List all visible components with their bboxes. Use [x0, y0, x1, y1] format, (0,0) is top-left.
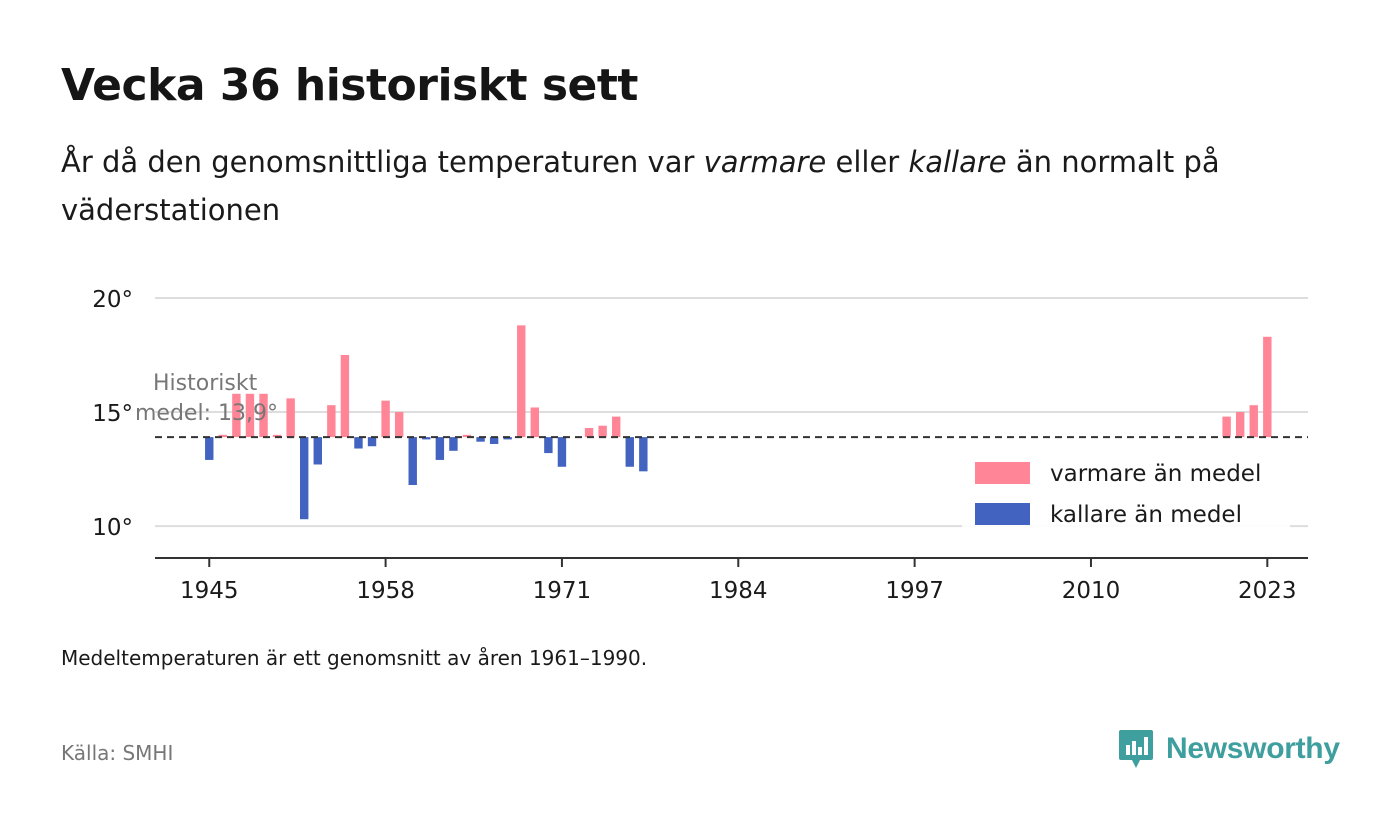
bar-cold[interactable]	[639, 437, 648, 472]
x-tick-label: 1971	[533, 578, 592, 604]
x-axis: 1945 1958 1971 1984 1997 2010 2023	[155, 557, 1308, 604]
subtitle-warm-word: varmare	[703, 145, 827, 179]
bar-warm[interactable]	[530, 407, 540, 438]
x-tick-label: 1945	[180, 578, 239, 604]
legend-label-cold: kallare än medel	[1050, 502, 1242, 528]
bar-warm[interactable]	[611, 416, 621, 438]
bar-warm[interactable]	[462, 434, 472, 438]
bar-warm[interactable]	[517, 325, 526, 438]
bar-cold[interactable]	[367, 437, 377, 447]
bar-warm[interactable]	[272, 434, 282, 438]
bar-cold[interactable]	[408, 437, 417, 486]
legend-swatch-cold	[975, 503, 1030, 525]
source-label: Källa: SMHI	[61, 741, 174, 765]
newsworthy-logo[interactable]: Newsworthy	[1118, 728, 1340, 770]
subtitle-cold-word: kallare	[908, 145, 1007, 179]
mean-line-label: Historiskt medel: 13,9°	[135, 371, 278, 426]
x-tick-label: 1984	[709, 578, 768, 604]
x-tick-label: 2010	[1062, 578, 1121, 604]
bar-cold[interactable]	[422, 437, 431, 440]
bar-cold[interactable]	[435, 437, 445, 460]
bar-warm[interactable]	[327, 405, 336, 438]
bar-cold[interactable]	[205, 437, 214, 460]
bar-warm[interactable]	[1263, 336, 1272, 438]
bar-cold[interactable]	[625, 437, 634, 467]
bar-cold[interactable]	[544, 437, 553, 454]
y-axis-labels: 10° 15° 20°	[92, 287, 133, 541]
bar-cold[interactable]	[313, 437, 322, 465]
bar-warm[interactable]	[394, 412, 404, 438]
brand-name: Newsworthy	[1166, 732, 1340, 765]
y-tick-label: 15°	[92, 401, 133, 427]
bar-cold[interactable]	[354, 437, 363, 449]
subtitle-part-3: än normalt på väderstationen	[61, 145, 1220, 227]
legend: varmare än medel kallare än medel	[962, 450, 1290, 538]
chart-title: Vecka 36 historiskt sett	[61, 60, 638, 111]
bar-warm[interactable]	[1249, 405, 1258, 438]
bar-cold[interactable]	[449, 437, 458, 451]
bar-warm[interactable]	[286, 398, 295, 438]
bar-cold[interactable]	[476, 437, 485, 442]
bar-cold[interactable]	[557, 437, 567, 467]
bar-warm[interactable]	[218, 434, 228, 438]
bar-warm[interactable]	[598, 425, 607, 438]
subtitle-part-1: År då den genomsnittliga temperaturen va…	[61, 145, 704, 179]
y-tick-label: 10°	[92, 515, 133, 541]
x-tick-label: 1997	[885, 578, 944, 604]
bar-cold[interactable]	[503, 437, 512, 440]
bar-chart: 10° 15° 20° Historiskt medel: 13,9° 1945 195…	[92, 287, 1308, 604]
mean-line-group: Historiskt medel: 13,9°	[135, 371, 1308, 439]
bars	[205, 325, 1272, 520]
bar-warm[interactable]	[259, 393, 268, 438]
bar-warm[interactable]	[245, 393, 255, 438]
y-tick-label: 20°	[92, 287, 133, 313]
bar-warm[interactable]	[340, 355, 350, 438]
newsworthy-logo-icon	[1119, 730, 1153, 768]
legend-label-warm: varmare än medel	[1050, 461, 1261, 487]
x-tick-label: 1958	[356, 578, 415, 604]
bar-warm[interactable]	[232, 393, 241, 438]
bar-warm[interactable]	[381, 400, 390, 438]
subtitle-part-2: eller	[826, 145, 909, 179]
bar-warm[interactable]	[584, 428, 594, 438]
bar-warm[interactable]	[1222, 416, 1231, 438]
chart-subtitle: År då den genomsnittliga temperaturen va…	[61, 138, 1291, 234]
bar-cold[interactable]	[489, 437, 499, 444]
bar-cold[interactable]	[300, 437, 309, 520]
footnote: Medeltemperaturen är ett genomsnitt av å…	[61, 646, 648, 670]
legend-swatch-warm	[975, 462, 1030, 484]
bar-warm[interactable]	[1235, 412, 1245, 438]
x-tick-label: 2023	[1238, 578, 1297, 604]
